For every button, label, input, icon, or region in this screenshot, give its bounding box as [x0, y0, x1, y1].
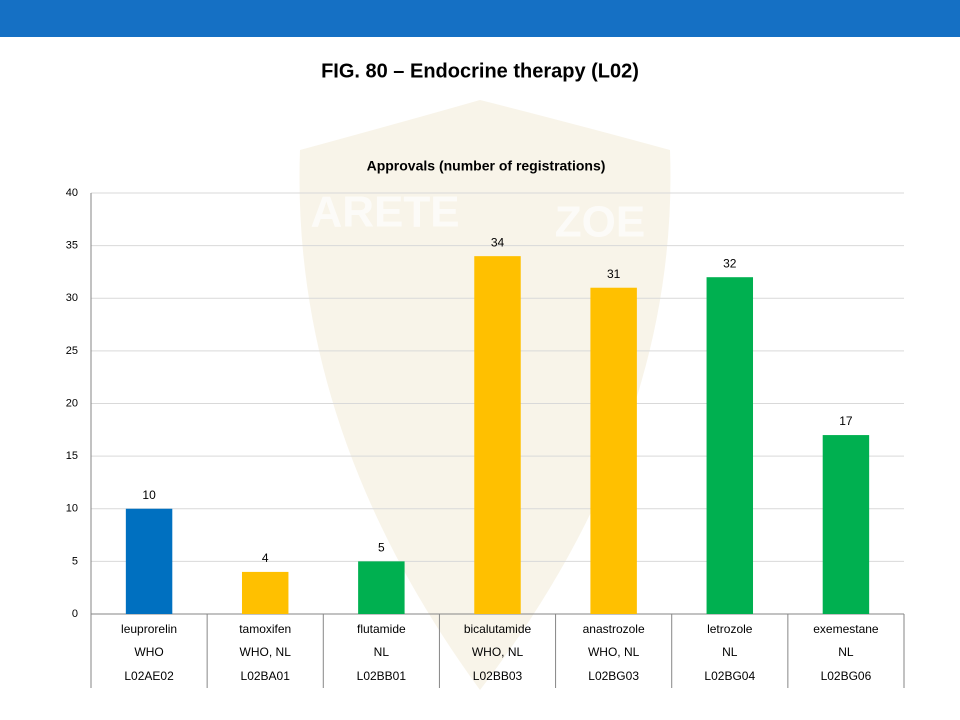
- watermark-text: ZOE: [555, 198, 645, 247]
- x-tick-label: leuprorelin: [121, 622, 177, 636]
- bar: [822, 435, 870, 614]
- x-tick-label: bicalutamide: [464, 622, 532, 636]
- x-tick-label: flutamide: [357, 622, 406, 636]
- bar: [125, 508, 173, 614]
- x-tick-label: WHO, NL: [588, 645, 640, 659]
- y-tick-label: 5: [72, 555, 78, 567]
- x-tick-label: L02BG03: [588, 669, 639, 683]
- x-tick-label: L02BB01: [357, 669, 407, 683]
- y-tick-label: 0: [72, 608, 78, 620]
- chart-subtitle: Approvals (number of registrations): [367, 158, 606, 174]
- x-tick-label: exemestane: [813, 622, 879, 636]
- y-tick-label: 40: [66, 187, 78, 199]
- y-tick-label: 20: [66, 397, 78, 409]
- x-tick-label: WHO: [134, 645, 163, 659]
- y-tick-label: 15: [66, 450, 78, 462]
- value-label: 5: [378, 541, 385, 555]
- value-label: 34: [491, 235, 505, 249]
- x-tick-label: NL: [838, 645, 854, 659]
- header-band: [0, 0, 960, 37]
- x-tick-label: anastrozole: [583, 622, 645, 636]
- chart-title: FIG. 80 – Endocrine therapy (L02): [321, 60, 639, 82]
- x-tick-label: NL: [722, 645, 738, 659]
- y-tick-label: 10: [66, 503, 78, 515]
- value-label: 4: [262, 551, 269, 565]
- x-tick-label: L02BA01: [241, 669, 291, 683]
- x-tick-label: NL: [374, 645, 390, 659]
- value-label: 31: [607, 267, 621, 281]
- value-label: 17: [839, 414, 853, 428]
- x-tick-label: L02AE02: [124, 669, 174, 683]
- value-label: 10: [142, 488, 156, 502]
- x-tick-label: L02BG06: [821, 669, 872, 683]
- y-tick-label: 25: [66, 345, 78, 357]
- y-tick-label: 30: [66, 292, 78, 304]
- x-tick-label: WHO, NL: [240, 645, 292, 659]
- x-tick-label: tamoxifen: [239, 622, 291, 636]
- value-label: 32: [723, 256, 737, 270]
- x-tick-label: L02BG04: [704, 669, 755, 683]
- x-tick-label: letrozole: [707, 622, 753, 636]
- bar: [358, 561, 405, 614]
- x-tick-label: L02BB03: [473, 669, 523, 683]
- x-tick-label: WHO, NL: [472, 645, 524, 659]
- y-tick-label: 35: [66, 240, 78, 252]
- bar: [706, 277, 754, 614]
- watermark-text: ARETE: [310, 188, 459, 237]
- bar: [590, 287, 637, 614]
- bar: [474, 256, 521, 614]
- bar: [241, 571, 289, 614]
